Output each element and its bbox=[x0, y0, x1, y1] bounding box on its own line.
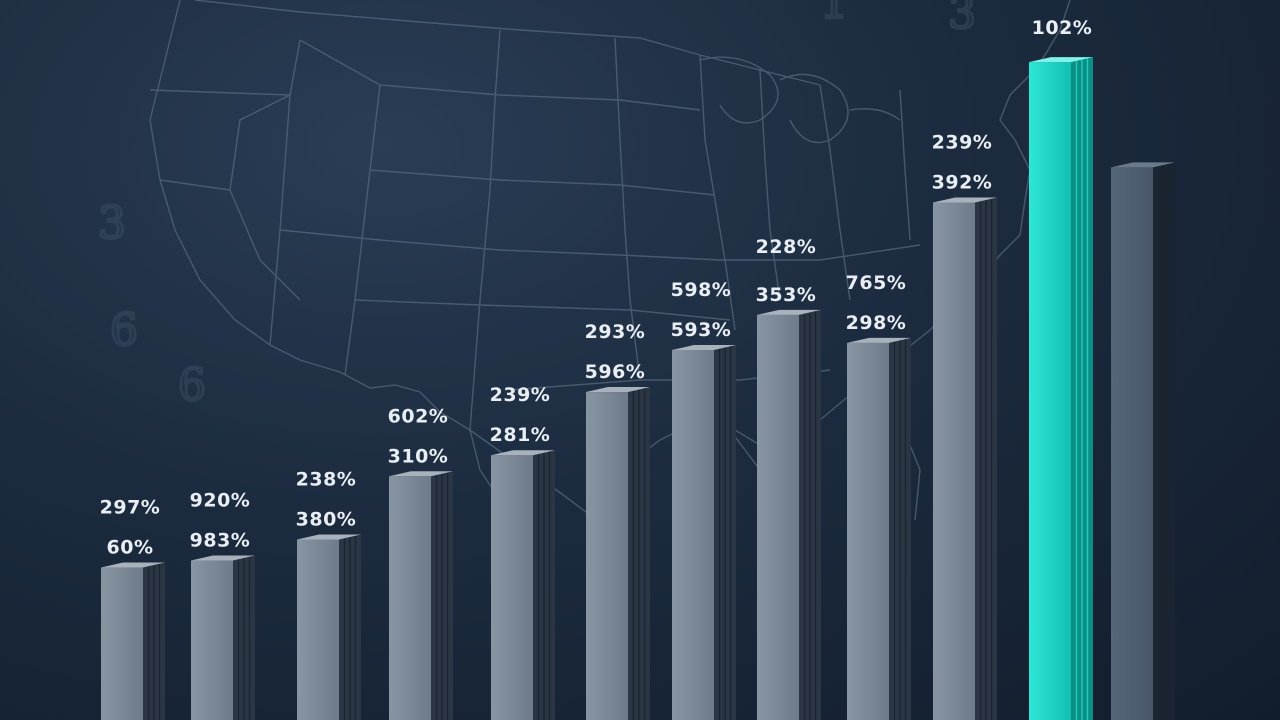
bar-12 bbox=[1111, 162, 1175, 720]
bar-5 bbox=[491, 450, 555, 720]
data-label: 239% bbox=[932, 132, 993, 154]
data-label: 353% bbox=[756, 284, 817, 306]
data-label: 983% bbox=[190, 530, 251, 552]
data-label: 102% bbox=[1032, 17, 1093, 39]
bar-front-face bbox=[933, 202, 975, 720]
bar-top-face bbox=[389, 471, 453, 477]
bar-front-face bbox=[847, 342, 889, 720]
bar-1 bbox=[101, 562, 165, 720]
bar-6 bbox=[586, 387, 650, 720]
data-label: 238% bbox=[296, 468, 357, 490]
data-label: 920% bbox=[190, 490, 251, 512]
ghost-digits: 1 3 3 66 bbox=[97, 0, 978, 413]
data-label: 298% bbox=[846, 312, 907, 334]
data-label: 297% bbox=[100, 497, 161, 519]
data-label: 293% bbox=[585, 321, 646, 343]
ghost-digit: 3 bbox=[948, 0, 976, 39]
bar-top-face bbox=[297, 534, 361, 540]
data-label: 602% bbox=[388, 405, 449, 427]
bar-7 bbox=[672, 344, 736, 720]
bar-top-face bbox=[1029, 57, 1093, 63]
bar-11 bbox=[1029, 57, 1093, 720]
data-label: 228% bbox=[756, 236, 817, 258]
bar-10 bbox=[933, 197, 997, 720]
bar-top-face bbox=[191, 555, 255, 561]
ghost-digit: 1 bbox=[820, 0, 848, 29]
bar-9 bbox=[847, 337, 911, 720]
data-labels-group: 297% 60% 920% 983% 238% 380% 602% 310% 239% 281% 2… bbox=[100, 17, 1093, 559]
bar-front-face bbox=[297, 539, 339, 720]
data-label: 598% bbox=[671, 279, 732, 301]
ghost-digit: 3 bbox=[98, 198, 126, 249]
bar-top-face bbox=[1111, 162, 1175, 168]
bar-front-face bbox=[491, 455, 533, 720]
bar-front-face bbox=[191, 560, 233, 720]
bar-front-face bbox=[757, 314, 799, 720]
ghost-digit: 6 bbox=[178, 360, 206, 411]
data-label: 310% bbox=[388, 445, 449, 467]
bar-2 bbox=[191, 555, 255, 720]
bar-top-face bbox=[491, 450, 555, 456]
bar-4 bbox=[389, 471, 453, 720]
bar-front-face bbox=[389, 476, 431, 720]
bars-group bbox=[101, 57, 1175, 720]
ghost-digit: 6 bbox=[110, 305, 138, 356]
bar-front-face bbox=[672, 349, 714, 720]
data-label: 281% bbox=[490, 424, 551, 446]
data-label: 596% bbox=[585, 361, 646, 383]
bar-front-face bbox=[101, 567, 143, 720]
data-label: 593% bbox=[671, 319, 732, 341]
bar-top-face bbox=[757, 309, 821, 315]
bar-front-face bbox=[1111, 167, 1153, 720]
bar-top-face bbox=[847, 337, 911, 343]
bar-front-face bbox=[586, 392, 628, 720]
data-label: 60% bbox=[107, 537, 154, 559]
bar-top-face bbox=[586, 387, 650, 393]
data-label: 239% bbox=[490, 384, 551, 406]
bar-8 bbox=[757, 309, 821, 720]
bar-3 bbox=[297, 534, 361, 720]
bar-top-face bbox=[933, 197, 997, 203]
bar-top-face bbox=[672, 344, 736, 350]
bar-top-face bbox=[101, 562, 165, 568]
data-label: 380% bbox=[296, 508, 357, 530]
bar-front-face bbox=[1029, 62, 1071, 720]
data-label: 392% bbox=[932, 172, 993, 194]
data-label: 765% bbox=[846, 272, 907, 294]
